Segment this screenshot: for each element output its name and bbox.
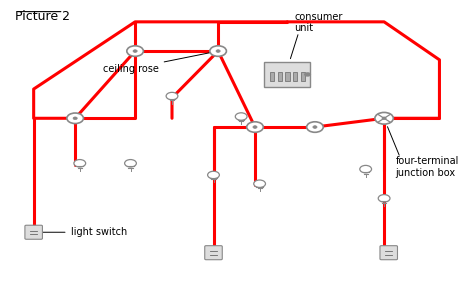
Circle shape	[246, 122, 263, 132]
Text: Picture 2: Picture 2	[15, 10, 70, 23]
Bar	[285, 72, 290, 81]
Bar	[264, 62, 310, 87]
Circle shape	[307, 122, 323, 132]
Circle shape	[375, 112, 393, 124]
Circle shape	[208, 171, 219, 179]
Circle shape	[253, 126, 257, 128]
Text: ceiling rose: ceiling rose	[103, 52, 215, 73]
Circle shape	[210, 46, 227, 56]
Circle shape	[166, 92, 178, 100]
Circle shape	[313, 126, 317, 128]
Circle shape	[382, 117, 386, 119]
Text: light switch: light switch	[36, 227, 127, 237]
Circle shape	[304, 72, 311, 77]
Circle shape	[133, 50, 137, 53]
Circle shape	[378, 195, 390, 202]
Circle shape	[74, 160, 86, 167]
Circle shape	[127, 46, 144, 56]
Circle shape	[235, 113, 247, 120]
FancyBboxPatch shape	[380, 246, 398, 260]
Circle shape	[360, 165, 372, 173]
Text: consumer
unit: consumer unit	[294, 12, 343, 33]
Circle shape	[254, 180, 265, 187]
Circle shape	[216, 50, 220, 53]
Circle shape	[125, 160, 137, 167]
Bar	[301, 72, 305, 81]
Circle shape	[376, 113, 392, 124]
FancyBboxPatch shape	[205, 246, 222, 260]
Circle shape	[67, 113, 83, 124]
Bar	[278, 72, 282, 81]
Text: four-terminal
junction box: four-terminal junction box	[396, 156, 459, 178]
Circle shape	[73, 117, 77, 119]
Bar	[293, 72, 297, 81]
Bar	[270, 72, 274, 81]
FancyBboxPatch shape	[25, 225, 43, 239]
